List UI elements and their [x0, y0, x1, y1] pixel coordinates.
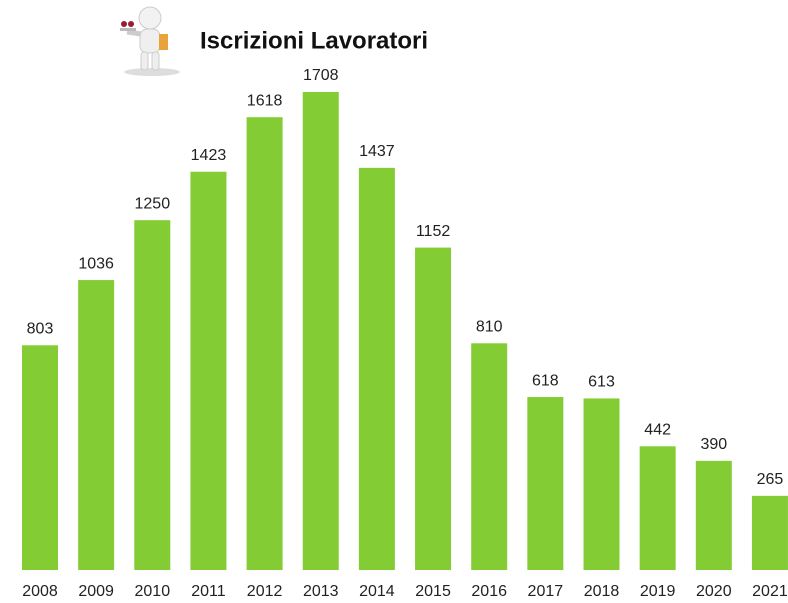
x-tick-label: 2008: [22, 583, 58, 600]
x-tick-label: 2011: [191, 583, 226, 600]
value-label: 265: [757, 471, 784, 488]
bar: [303, 92, 339, 570]
bar: [415, 248, 451, 570]
bar: [134, 220, 170, 570]
x-tick-label: 2009: [78, 583, 114, 600]
value-label: 390: [700, 436, 727, 453]
value-label: 803: [27, 320, 54, 337]
chart-title: Iscrizioni Lavoratori: [200, 27, 428, 54]
value-label: 810: [476, 319, 503, 336]
value-label: 1618: [247, 92, 283, 109]
x-tick-label: 2020: [696, 583, 732, 600]
x-tick-label: 2013: [303, 583, 339, 600]
value-label: 1250: [135, 195, 171, 212]
page: {"chart_data": {"type": "bar", "title": …: [0, 0, 788, 603]
value-label: 613: [588, 374, 615, 391]
value-label: 1152: [416, 223, 451, 240]
bar: [247, 117, 283, 570]
bar: [78, 280, 114, 570]
value-label: 1437: [359, 143, 395, 160]
x-tick-label: 2010: [135, 583, 171, 600]
bar: [640, 446, 676, 570]
bar: [527, 397, 563, 570]
bar: [696, 461, 732, 570]
x-tick-label: 2021: [752, 583, 788, 600]
value-label: 442: [644, 422, 671, 439]
x-tick-label: 2016: [471, 583, 507, 600]
bar: [359, 168, 395, 570]
bar: [584, 398, 620, 570]
x-tick-label: 2017: [528, 583, 564, 600]
value-label: 1423: [191, 147, 227, 164]
bar: [190, 172, 226, 570]
value-label: 1036: [78, 255, 114, 272]
x-tick-label: 2012: [247, 583, 283, 600]
title-icon: [120, 7, 180, 76]
chart: Iscrizioni Lavoratori 803 2008 1036 2009 125…: [0, 0, 788, 603]
bar: [22, 345, 58, 570]
x-tick-label: 2015: [415, 583, 451, 600]
bar: [752, 496, 788, 570]
x-tick-label: 2018: [584, 583, 620, 600]
bar: [471, 343, 507, 570]
x-tick-label: 2014: [359, 583, 395, 600]
value-label: 1708: [303, 67, 339, 84]
value-label: 618: [532, 372, 559, 389]
x-tick-label: 2019: [640, 583, 676, 600]
